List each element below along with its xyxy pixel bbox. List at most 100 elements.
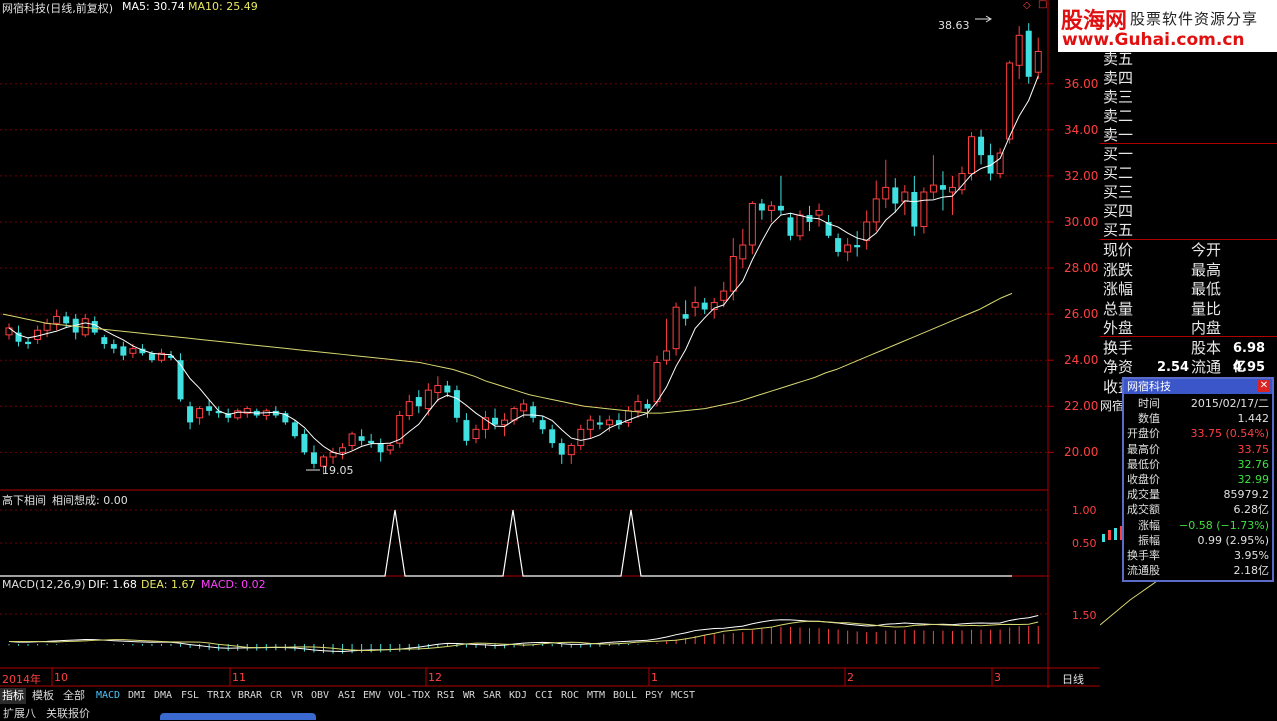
price-axis-label: 30.00 xyxy=(1064,214,1099,229)
price-axis-label: 34.00 xyxy=(1064,122,1099,137)
popup-row: 最低价 32.76 xyxy=(1124,457,1272,472)
tab-obv[interactable]: OBV xyxy=(311,690,330,701)
date-label: 1 xyxy=(651,671,658,684)
candle-body xyxy=(386,444,394,451)
ind2-axis-label: 1.50 xyxy=(1072,609,1097,622)
candle-body xyxy=(291,422,298,437)
candle-body xyxy=(1025,30,1032,77)
tab-asi[interactable]: ASI xyxy=(338,690,357,701)
diamond-icon[interactable]: ◇ xyxy=(1023,0,1031,11)
tab-mtm[interactable]: MTM xyxy=(587,690,606,701)
candle-body xyxy=(101,337,108,345)
tab-vol-tdx[interactable]: VOL-TDX xyxy=(388,690,431,701)
tab-dmi[interactable]: DMI xyxy=(128,690,147,701)
candle-body xyxy=(225,413,232,418)
price-axis-label: 32.00 xyxy=(1064,168,1099,183)
period-label[interactable]: 日线 xyxy=(1062,673,1084,686)
candle-body xyxy=(710,302,718,311)
candle-body xyxy=(234,410,242,419)
watermark-slogan: 股票软件资源分享 xyxy=(1130,10,1259,28)
price-axis-label: 26.00 xyxy=(1064,307,1099,322)
tab-fsl[interactable]: FSL xyxy=(181,690,200,701)
tab-roc[interactable]: ROC xyxy=(561,690,580,701)
kline-chart[interactable] xyxy=(0,0,1100,690)
candle-body xyxy=(492,417,499,425)
candle-body xyxy=(129,348,137,354)
low-annotation: 19.05 xyxy=(322,464,354,477)
candle-body xyxy=(739,244,747,260)
watermark-brand: 股海网 xyxy=(1061,9,1128,34)
tab-cr[interactable]: CR xyxy=(270,690,283,701)
candle-body xyxy=(358,436,365,441)
tab-全部[interactable]: 全部 xyxy=(63,689,85,702)
close-icon[interactable]: ✕ xyxy=(1258,380,1270,392)
sell-level-label: 卖二 xyxy=(1103,107,1134,125)
tab-wr[interactable]: WR xyxy=(463,690,476,701)
date-label: 12 xyxy=(428,671,442,684)
popup-row: 收盘价 32.99 xyxy=(1124,472,1272,487)
candle-body xyxy=(396,414,404,444)
tab-trix[interactable]: TRIX xyxy=(207,690,232,701)
chart-title: 网宿科技(日线,前复权) xyxy=(2,2,114,15)
tab-mcst[interactable]: MCST xyxy=(671,690,696,701)
candle-body xyxy=(148,353,155,361)
square-icon[interactable]: □ xyxy=(1038,0,1048,10)
popup-row-label: 成交量 xyxy=(1127,488,1160,502)
tab-vr[interactable]: VR xyxy=(291,690,304,701)
tab-boll[interactable]: BOLL xyxy=(613,690,638,701)
stat-value: 6.98亿 xyxy=(1233,341,1266,375)
sell-level-label: 卖一 xyxy=(1103,126,1134,144)
popup-row: 涨幅 −0.58 (−1.73%) xyxy=(1124,518,1272,533)
tab-cci[interactable]: CCI xyxy=(535,690,554,701)
candle-body xyxy=(539,420,546,430)
candle-body xyxy=(929,184,937,193)
candle-body xyxy=(701,302,708,310)
tab-sar[interactable]: SAR xyxy=(483,690,502,701)
price-axis-label: 24.00 xyxy=(1064,353,1099,368)
popup-row: 成交额 6.28亿 xyxy=(1124,502,1272,517)
candle-body xyxy=(1006,62,1014,140)
scrollbar[interactable] xyxy=(160,713,316,720)
tab-kdj[interactable]: KDJ xyxy=(509,690,528,701)
candle-body xyxy=(691,302,699,308)
popup-row: 振幅 0.99 (2.95%) xyxy=(1124,533,1272,548)
macd-dif: DIF: 1.68 xyxy=(88,578,137,591)
tab-rsi[interactable]: RSI xyxy=(437,690,456,701)
tab-指标[interactable]: 指标 xyxy=(0,688,26,704)
candle-body xyxy=(558,443,565,455)
extension-label[interactable]: 扩展八 xyxy=(3,707,36,720)
candle-body xyxy=(339,447,347,453)
stat-label: 最高 xyxy=(1191,260,1222,279)
tab-psy[interactable]: PSY xyxy=(645,690,664,701)
stat-label: 内盘 xyxy=(1191,319,1222,337)
candle-body xyxy=(196,408,204,419)
popup-row-value: 2.18亿 xyxy=(1233,564,1270,578)
tab-brar[interactable]: BRAR xyxy=(238,690,263,701)
candle-body xyxy=(901,191,909,202)
candle-body xyxy=(368,440,375,444)
popup-row: 数值 1.442 xyxy=(1124,411,1272,426)
popup-row: 开盘价 33.75 (0.54%) xyxy=(1124,426,1272,441)
candle-body xyxy=(663,350,671,361)
candle-body xyxy=(215,410,222,414)
stat-label: 总量 xyxy=(1103,299,1134,318)
date-label: 10 xyxy=(54,671,68,684)
candle-body xyxy=(501,419,509,426)
candle-body xyxy=(672,306,680,350)
stat-label: 今开 xyxy=(1191,241,1222,259)
popup-row-label: 成交额 xyxy=(1127,503,1160,517)
candle-body xyxy=(748,203,756,246)
data-popup[interactable]: 网宿科技 ✕ 时间 2015/02/17/二 数值 1.442 开盘价 33.75 (0.… xyxy=(1122,377,1274,582)
tab-模板[interactable]: 模板 xyxy=(32,689,54,702)
tab-emv[interactable]: EMV xyxy=(363,690,382,701)
candle-body xyxy=(987,155,994,174)
mini-chart xyxy=(1100,520,1124,550)
buy-level-label: 买四 xyxy=(1103,202,1134,220)
candle-body xyxy=(758,203,765,211)
stat-label: 外盘 xyxy=(1103,319,1134,337)
tab-macd[interactable]: MACD xyxy=(96,690,121,701)
candle-body xyxy=(767,205,775,211)
tab-dma[interactable]: DMA xyxy=(154,690,173,701)
linked-quote-label[interactable]: 关联报价 xyxy=(46,707,90,720)
candle-body xyxy=(53,315,61,324)
